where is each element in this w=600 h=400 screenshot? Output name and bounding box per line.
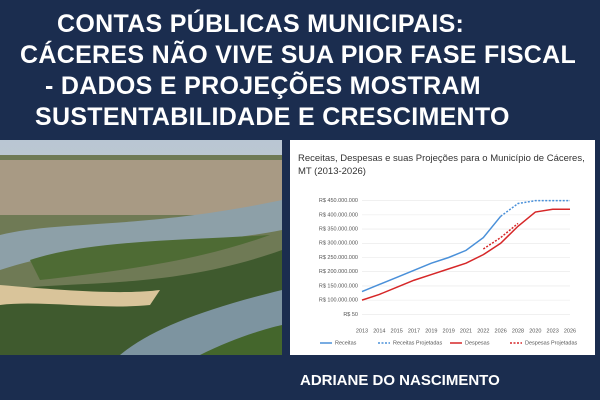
- legend-label: Despesas Projetadas: [525, 340, 578, 346]
- x-tick-label: 2015: [391, 328, 403, 334]
- x-tick-label: 2028: [512, 328, 524, 334]
- x-tick-label: 2013: [356, 328, 368, 334]
- headline: CONTAS PÚBLICAS MUNICIPAIS:: [57, 10, 465, 38]
- y-tick-label: R$ 300.000.000: [319, 241, 358, 247]
- legend-label: Receitas: [335, 340, 357, 346]
- x-tick-label: 2022: [477, 328, 489, 334]
- headline: - DADOS E PROJEÇÕES MOSTRAM: [45, 72, 481, 100]
- y-tick-label: R$ 400.000.000: [319, 212, 358, 218]
- x-tick-label: 2019: [425, 328, 437, 334]
- headline: SUSTENTABILIDADE E CRESCIMENTO: [35, 103, 510, 131]
- series-line: [500, 199, 570, 217]
- y-tick-label: R$ 250.000.000: [319, 255, 358, 261]
- series-line: [482, 222, 519, 250]
- x-tick-label: 2026: [495, 328, 507, 334]
- y-tick-label: R$ 150.000.000: [319, 283, 358, 289]
- y-tick-label: R$ 450.000.000: [319, 198, 358, 204]
- x-tick-label: 2017: [408, 328, 420, 334]
- y-tick-label: R$ 200.000.000: [319, 269, 358, 275]
- x-tick-label: 2026: [564, 328, 576, 334]
- headline: CÁCERES NÃO VIVE SUA PIOR FASE FISCAL: [20, 41, 577, 69]
- x-tick-label: 2021: [460, 328, 472, 334]
- x-tick-label: 2023: [547, 328, 559, 334]
- chart-panel: Receitas, Despesas e suas Projeções para…: [290, 140, 595, 355]
- photo: [0, 140, 282, 355]
- series-line: [361, 215, 502, 293]
- y-tick-label: R$ 100.000.000: [319, 298, 358, 304]
- legend-label: Receitas Projetadas: [393, 340, 442, 346]
- chart: R$ 50 R$ 100.000.000 R$ 150.000.000 R$ 200.…: [319, 198, 578, 346]
- chart-title: Receitas, Despesas e suas Projeções para…: [298, 153, 585, 177]
- series-line: [361, 208, 570, 301]
- x-tick-label: 2020: [529, 328, 541, 334]
- legend-label: Despesas: [465, 340, 490, 346]
- y-tick-label: R$ 50: [343, 312, 358, 318]
- author: ADRIANE DO NASCIMENTO: [300, 372, 500, 389]
- y-tick-label: R$ 350.000.000: [319, 227, 358, 233]
- x-tick-label: 2014: [373, 328, 385, 334]
- x-tick-label: 2019: [443, 328, 455, 334]
